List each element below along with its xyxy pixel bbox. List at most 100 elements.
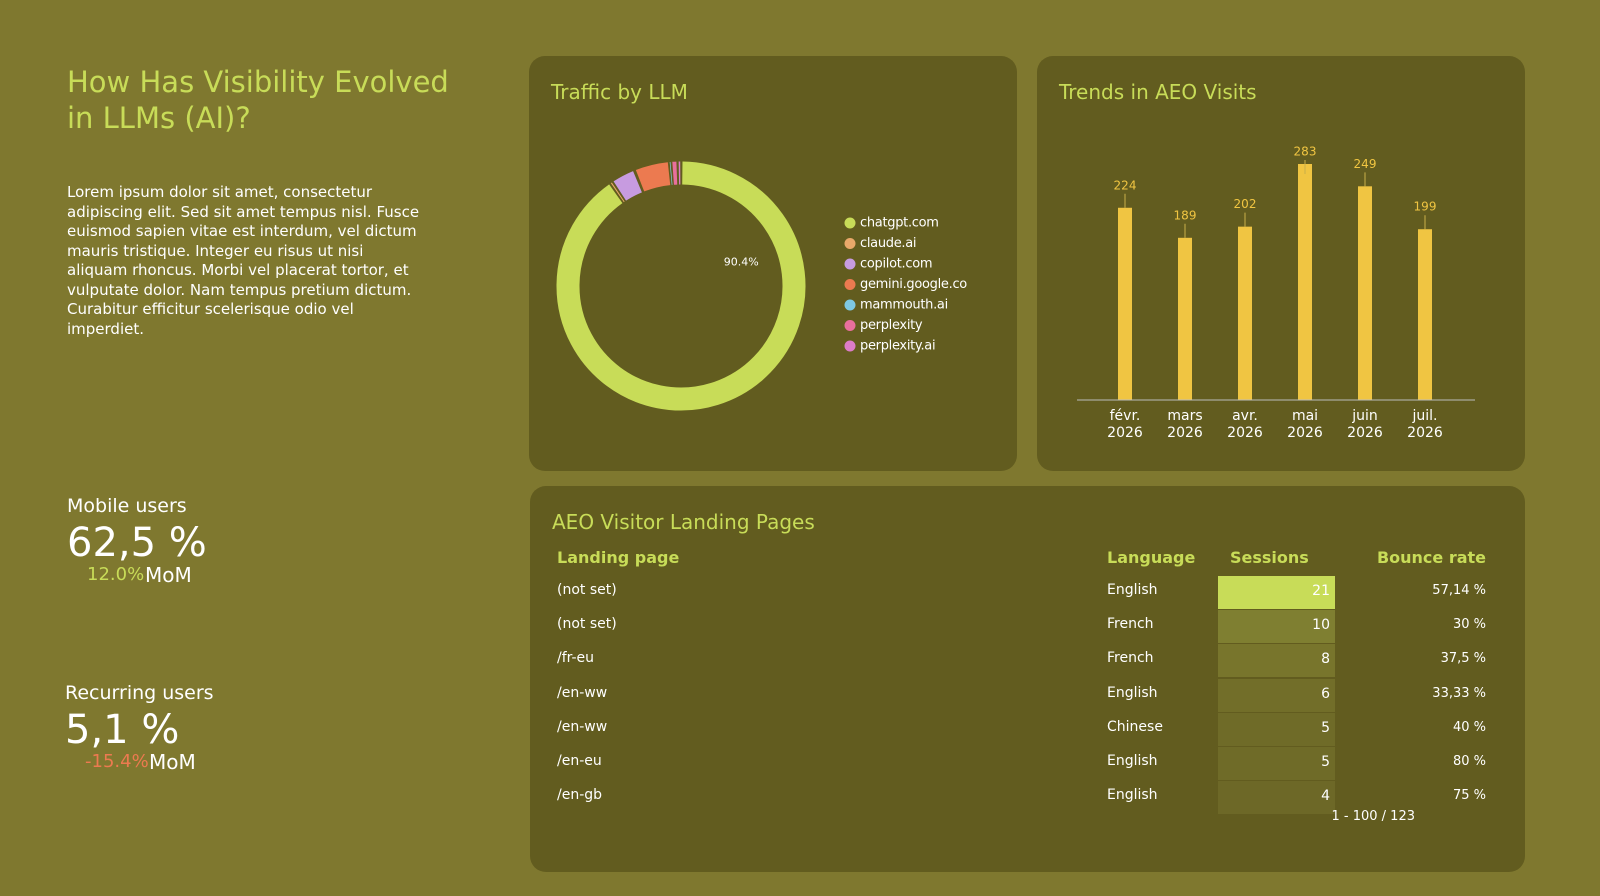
kpi-change: 12.0%: [87, 564, 145, 585]
legend-swatch: [844, 258, 856, 270]
pagination-info: 1 - 100 / 123: [1331, 809, 1416, 824]
kpi-label: Mobile users: [67, 495, 187, 517]
bar-chart: 224févr.2026189mars2026202avr.2026283mai…: [1077, 145, 1475, 441]
sessions-cell: [1218, 610, 1335, 644]
bar: [1118, 207, 1132, 400]
landing-page: (not set): [557, 616, 617, 633]
x-tick-label: juil.: [1412, 408, 1438, 424]
x-tick-label: juin: [1351, 408, 1378, 424]
bar: [1178, 237, 1192, 400]
language: Chinese: [1107, 718, 1163, 735]
sessions-cell: [1218, 712, 1335, 746]
donut-panel: Traffic by LLM 90.4% chatgpt.com claude.ai…: [529, 56, 1017, 471]
bar-label: 199: [1414, 200, 1437, 214]
column-header: Language: [1107, 548, 1196, 567]
bar-label: 283: [1294, 145, 1317, 159]
sessions-cell: [1218, 747, 1335, 780]
x-tick-label: 2026: [1107, 425, 1143, 441]
legend-swatch: [844, 217, 856, 229]
donut-slice: [556, 161, 806, 411]
slice-label: 90.4%: [724, 255, 759, 268]
column-header: Landing page: [557, 548, 680, 567]
x-tick-label: 2026: [1227, 425, 1263, 441]
legend-swatch: [844, 340, 856, 352]
sessions-cell: [1218, 678, 1335, 712]
landing-page: (not set): [557, 582, 617, 598]
legend-label: claude.ai: [860, 236, 916, 251]
donut-slice: [635, 162, 671, 192]
sessions-cell: [1218, 644, 1335, 678]
language: English: [1107, 684, 1158, 701]
bar: [1358, 186, 1372, 400]
bar-panel: Trends in AEO Visits 224 févr. 2026 189 mars…: [1037, 56, 1525, 471]
chart-title: Traffic by LLM: [551, 80, 688, 104]
column-header: Bounce rate: [1376, 548, 1486, 567]
bounce-rate: 37,5 %: [1440, 651, 1486, 667]
x-tick-label: févr.: [1110, 408, 1141, 424]
x-tick-label: 2026: [1347, 425, 1383, 441]
x-tick-label: avr.: [1232, 408, 1258, 424]
legend-swatch: [844, 279, 856, 290]
chart-title: Trends in AEO Visits: [1059, 80, 1257, 104]
x-tick-label: mai: [1292, 408, 1318, 424]
legend-swatch: [844, 238, 856, 249]
bar-label: 224: [1114, 178, 1137, 192]
page-title: How Has Visibility Evolved in LLMs (AI)?: [67, 65, 449, 135]
bounce-rate: 80 %: [1452, 754, 1486, 769]
x-tick-label: 2026: [1407, 425, 1443, 441]
sessions: 5: [1321, 719, 1330, 736]
description: Lorem ipsum dolor sit amet, consectetur …: [67, 183, 420, 338]
bar: [1418, 229, 1432, 400]
donut-chart: 90.4% chatgpt.com claude.ai copilot.com gemi…: [556, 161, 968, 411]
donut-slice: [610, 182, 625, 203]
legend-swatch: [844, 320, 856, 331]
language: English: [1107, 787, 1158, 804]
bar-label: 189: [1174, 208, 1197, 222]
bounce-rate: 30 %: [1452, 617, 1486, 633]
table-title: AEO Visitor Landing Pages: [552, 510, 815, 534]
kpi-period: MoM: [149, 750, 196, 774]
x-tick-label: 2026: [1167, 425, 1203, 441]
sessions: 8: [1321, 651, 1330, 668]
bounce-rate: 75 %: [1452, 788, 1486, 804]
bounce-rate: 40 %: [1452, 719, 1486, 735]
bar: [1238, 226, 1252, 400]
landing-page: /fr-eu: [557, 650, 595, 667]
bounce-rate: 33,33 %: [1432, 685, 1486, 701]
bar-label: 249: [1354, 157, 1377, 171]
kpi-label: Recurring users: [65, 682, 214, 704]
language: English: [1107, 582, 1158, 598]
landing-page: /en-ww: [557, 684, 608, 701]
landing-page: /en-gb: [557, 787, 603, 804]
bar-label: 202: [1234, 197, 1257, 211]
sessions: 4: [1321, 788, 1330, 805]
kpi-value: 62,5 %: [67, 520, 207, 566]
x-tick-label: 2026: [1287, 425, 1323, 441]
legend-label: chatgpt.com: [860, 216, 939, 231]
table-panel: AEO Visitor Landing Pages Landing page La…: [530, 486, 1525, 872]
sessions: 5: [1321, 754, 1330, 770]
column-header[interactable]: Sessions: [1230, 548, 1309, 567]
sessions: 21: [1312, 583, 1330, 599]
landing-page: /en-ww: [557, 718, 608, 735]
legend-label: gemini.google.co: [860, 277, 967, 292]
x-tick-label: mars: [1167, 408, 1202, 424]
landing-page: /en-eu: [557, 753, 602, 769]
kpi-value: 5,1 %: [65, 707, 180, 753]
sessions: 6: [1321, 685, 1330, 702]
donut-slice: [613, 171, 643, 201]
language: French: [1107, 650, 1154, 667]
legend-label: perplexity.ai: [860, 339, 935, 354]
sessions-cell: [1218, 576, 1335, 609]
sessions-cell: [1218, 781, 1335, 815]
legend-label: copilot.com: [860, 257, 932, 272]
language: French: [1107, 616, 1154, 633]
legend-label: perplexity: [860, 318, 923, 333]
language: English: [1107, 753, 1158, 769]
kpi-change: -15.4%: [85, 751, 149, 772]
legend-label: mammouth.ai: [860, 298, 948, 313]
bar: [1298, 164, 1312, 400]
legend-swatch: [844, 299, 856, 311]
sessions: 10: [1312, 617, 1330, 634]
